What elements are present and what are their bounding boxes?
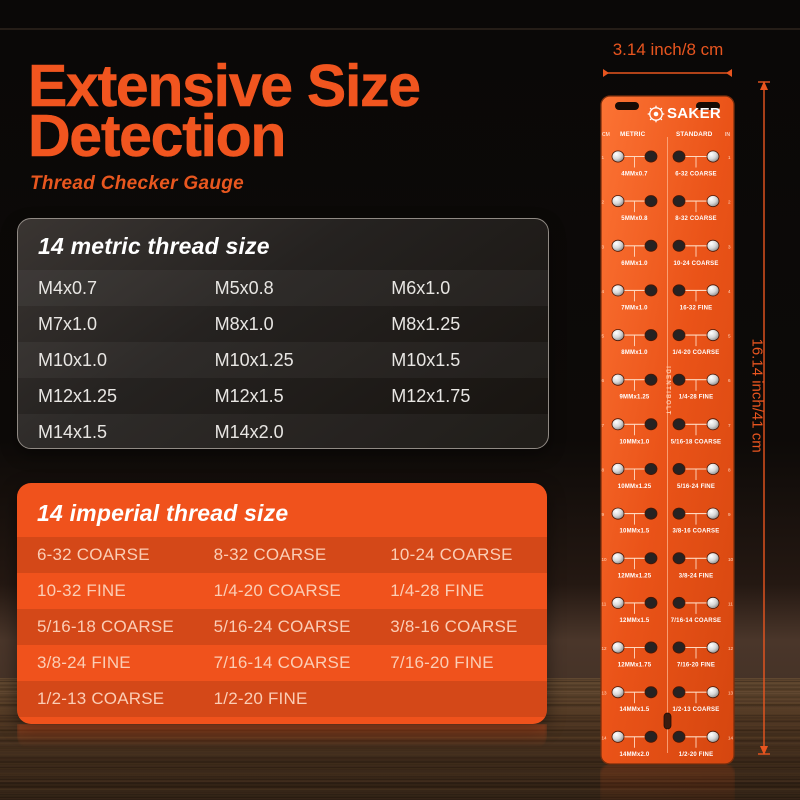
svg-text:16-32 FINE: 16-32 FINE (680, 305, 713, 311)
svg-text:5/16-24 FINE: 5/16-24 FINE (677, 484, 715, 490)
svg-text:11: 11 (728, 601, 733, 606)
svg-text:10MMx1.5: 10MMx1.5 (620, 529, 650, 535)
svg-text:2: 2 (602, 200, 605, 205)
svg-text:13: 13 (602, 691, 608, 696)
svg-text:CM: CM (602, 132, 610, 138)
svg-text:5/16-18 COARSE: 5/16-18 COARSE (671, 439, 722, 445)
svg-text:SAKER: SAKER (667, 105, 721, 122)
svg-text:7MMx1.0: 7MMx1.0 (621, 305, 648, 311)
svg-text:METRIC: METRIC (620, 131, 646, 138)
svg-text:3/8-16 COARSE: 3/8-16 COARSE (673, 529, 720, 535)
svg-text:1/4-20 COARSE: 1/4-20 COARSE (673, 350, 720, 356)
svg-text:6: 6 (728, 378, 731, 383)
svg-text:3: 3 (728, 244, 731, 249)
svg-text:14MMx2.0: 14MMx2.0 (620, 752, 650, 758)
svg-text:IN: IN (725, 132, 730, 138)
svg-text:12MMx1.25: 12MMx1.25 (618, 573, 652, 579)
svg-text:1/2-13 COARSE: 1/2-13 COARSE (673, 707, 720, 713)
svg-text:4: 4 (728, 289, 731, 294)
svg-text:2: 2 (728, 200, 731, 205)
svg-text:STANDARD: STANDARD (676, 131, 713, 138)
svg-text:12: 12 (602, 646, 608, 651)
svg-text:12: 12 (728, 646, 734, 651)
svg-text:7/16-20 FINE: 7/16-20 FINE (677, 663, 715, 669)
svg-text:10: 10 (728, 557, 734, 562)
svg-text:3/8-24 FINE: 3/8-24 FINE (679, 573, 714, 579)
svg-text:12MMx1.75: 12MMx1.75 (618, 663, 652, 669)
svg-text:8-32 COARSE: 8-32 COARSE (675, 216, 717, 222)
svg-text:8: 8 (602, 468, 605, 473)
svg-text:1/4-28 FINE: 1/4-28 FINE (679, 395, 714, 401)
svg-text:1: 1 (728, 155, 731, 160)
svg-text:10-24 COARSE: 10-24 COARSE (673, 261, 718, 267)
svg-text:9MMx1.25: 9MMx1.25 (620, 395, 650, 401)
svg-text:8MMx1.0: 8MMx1.0 (621, 350, 648, 356)
svg-text:6: 6 (602, 378, 605, 383)
svg-text:12MMx1.5: 12MMx1.5 (620, 618, 650, 624)
svg-text:7: 7 (602, 423, 605, 428)
svg-text:4: 4 (602, 289, 605, 294)
svg-text:3: 3 (602, 244, 605, 249)
svg-text:14: 14 (728, 735, 734, 740)
svg-text:5MMx0.8: 5MMx0.8 (621, 216, 648, 222)
svg-text:7: 7 (728, 423, 731, 428)
svg-text:5: 5 (728, 334, 731, 339)
svg-text:11: 11 (602, 601, 607, 606)
svg-text:5: 5 (602, 334, 605, 339)
svg-text:10: 10 (602, 557, 608, 562)
svg-text:6MMx1.0: 6MMx1.0 (621, 261, 648, 267)
svg-text:10MMx1.25: 10MMx1.25 (618, 484, 652, 490)
svg-text:7/16-14 COARSE: 7/16-14 COARSE (671, 618, 722, 624)
svg-text:8: 8 (728, 468, 731, 473)
svg-text:10MMx1.0: 10MMx1.0 (620, 439, 650, 445)
svg-text:14: 14 (602, 735, 608, 740)
svg-text:13: 13 (728, 691, 734, 696)
svg-text:6-32 COARSE: 6-32 COARSE (675, 172, 717, 178)
svg-text:1: 1 (602, 155, 605, 160)
svg-text:1/2-20 FINE: 1/2-20 FINE (679, 752, 714, 758)
svg-text:9: 9 (728, 512, 731, 517)
svg-text:4MMx0.7: 4MMx0.7 (621, 172, 648, 178)
svg-text:IDENTIBOLT: IDENTIBOLT (665, 366, 671, 416)
svg-text:9: 9 (602, 512, 605, 517)
svg-text:14MMx1.5: 14MMx1.5 (620, 707, 650, 713)
